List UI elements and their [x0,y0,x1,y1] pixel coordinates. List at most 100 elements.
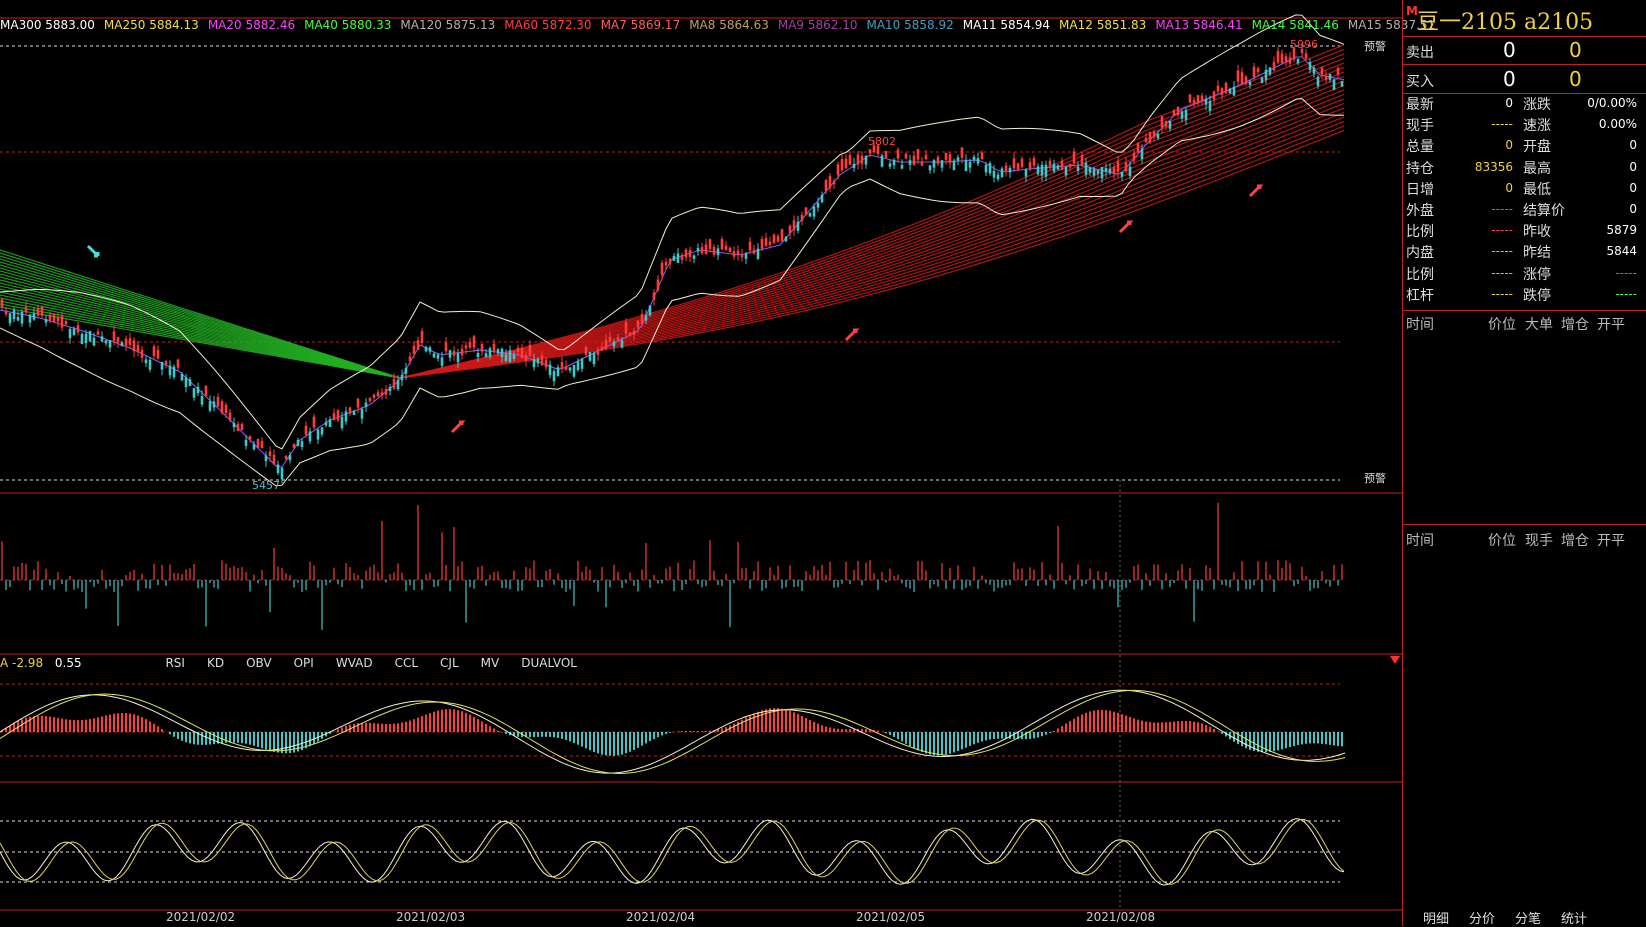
date-label: 2021/02/05 [856,910,926,924]
candle-body [296,439,300,446]
tab-dualvol[interactable]: DUALVOL [521,656,577,670]
candle-body [1032,158,1036,166]
column-header: 价位 [1488,317,1516,333]
candle-body [720,239,724,250]
macd-line [0,689,1346,775]
indicator-value-a: A -2.98 [0,656,44,670]
candle-body [340,417,344,429]
panel-tab[interactable]: 分价 [1469,912,1496,927]
mid-high-price-mark: 5802 [868,135,896,148]
candle-body [1312,67,1316,74]
candle-body [100,336,104,342]
candle-body [684,249,688,258]
candle-body [1192,100,1196,104]
candle-body [148,359,152,370]
candle-body [660,262,664,275]
candle-body [804,207,808,215]
tab-kd[interactable]: KD [206,656,225,670]
candle-body [428,347,432,352]
bollinger-band [0,14,1345,450]
candle-body [200,395,204,405]
divider [1403,310,1646,311]
quote-label: 跌停 [1523,287,1551,304]
candle-body [524,355,528,361]
quote-value: 0 [1505,180,1513,195]
candle-body [820,194,824,203]
sell-row: 卖出 0 0 [1403,36,1646,65]
candle-body [1256,68,1260,73]
candle-body [1320,67,1324,75]
candle-body [692,255,696,259]
candle-body [240,423,244,430]
candle-body [588,352,592,361]
tab-cjl[interactable]: CJL [440,656,459,670]
warn-label-top[interactable]: 预警 [1364,40,1386,53]
tab-ccl[interactable]: CCL [394,656,419,670]
tab-mv[interactable]: MV [480,656,500,670]
tab-wvad[interactable]: WVAD [335,656,373,670]
candle-body [676,253,680,263]
quote-label: 结算价 [1523,203,1565,219]
ma-legend-item: MA300 5883.00 [0,18,95,32]
kline-chart[interactable] [0,0,1402,926]
quote-label: 日增 [1406,181,1434,198]
panel-tab[interactable]: 分笔 [1515,912,1542,927]
candle-body [1060,160,1064,171]
candle-body [980,152,984,160]
quote-row: 持仓 83356 最高 0 [1403,158,1646,180]
ma-ribbon-line [391,129,1345,379]
candle-body [656,279,660,291]
candle-body [1284,56,1288,62]
candle-body [308,431,312,442]
candle-body [652,292,656,300]
candle-body [96,331,100,335]
candle-body [204,385,208,396]
tab-rsi[interactable]: RSI [165,656,185,670]
panel-tab[interactable]: 明细 [1423,912,1450,927]
candle-body [1168,120,1172,129]
candle-body [940,160,944,168]
candle-body [380,392,384,396]
candle-body [1148,131,1152,143]
panel-tab[interactable]: 统计 [1561,912,1588,927]
candle-body [124,338,128,346]
candle-body [1128,166,1132,177]
quote-value: ----- [1491,244,1513,259]
candle-body [172,366,176,378]
candle-body [364,402,368,407]
candle-body [104,340,108,344]
warn-label-bottom[interactable]: 预警 [1364,472,1386,485]
tab-obv[interactable]: OBV [246,656,272,670]
candle-body [192,388,196,398]
candle-body [568,367,572,371]
candle-body [528,344,532,357]
candle-body [1068,164,1072,168]
candle-body [432,353,436,358]
candle-body [408,356,412,362]
ma-ribbon-line [391,107,1345,379]
quote-row: 比例 ----- 涨停 ----- [1403,264,1646,286]
candle-body [952,160,956,170]
candle-body [1116,161,1120,172]
candle-body [356,398,360,408]
candle-body [4,310,8,315]
contract-title[interactable]: M 豆一2105 a2105 [1403,0,1646,37]
pane-corner-icon [1390,656,1400,664]
candle-body [140,349,144,358]
candle-body [824,179,828,192]
candle-body [92,337,96,346]
tab-opi[interactable]: OPI [293,656,314,670]
buy-price: 0 [1503,67,1516,91]
candle-body [840,159,844,171]
quote-row: 日增 0 最低 0 [1403,179,1646,201]
chart-area[interactable]: MA300 5883.00 MA250 5884.13 MA20 5882.46 MA… [0,0,1435,926]
quote-value: ----- [1491,117,1513,132]
candle-body [732,251,736,257]
candle-body [480,343,484,352]
candle-body [1328,74,1332,80]
candle-body [348,407,352,414]
candle-body [1332,79,1336,91]
candle-body [828,175,832,188]
candle-body [1212,91,1216,100]
candle-body [596,349,600,355]
